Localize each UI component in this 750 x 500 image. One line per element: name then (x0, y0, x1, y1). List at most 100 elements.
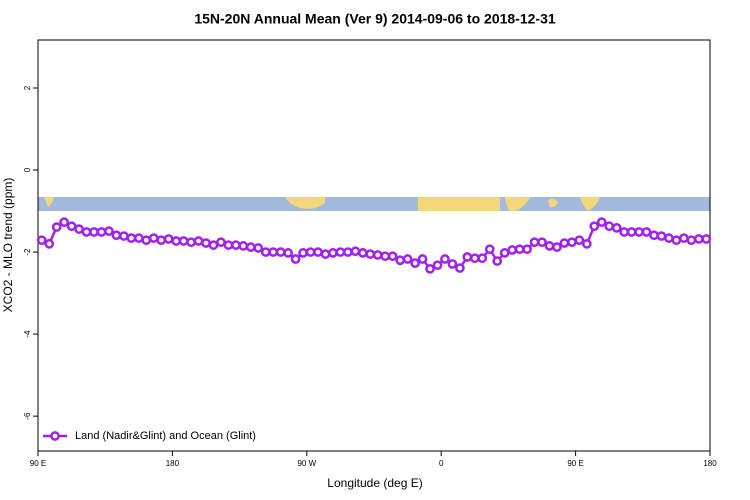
point (119, 231, 129, 241)
point (193, 236, 204, 246)
point (514, 244, 525, 255)
point (36, 235, 47, 246)
point (51, 222, 62, 232)
point (335, 247, 346, 257)
point (469, 253, 480, 264)
point (253, 243, 264, 253)
point (111, 230, 122, 241)
point (641, 227, 652, 237)
point (283, 248, 293, 258)
point (634, 227, 644, 237)
point (44, 239, 55, 249)
point (186, 237, 196, 248)
point (298, 248, 308, 258)
y-tick-label: 0 (23, 167, 32, 172)
point (380, 251, 391, 262)
point (425, 264, 435, 274)
point (350, 246, 361, 257)
point (440, 254, 450, 264)
point (462, 252, 473, 262)
point (305, 247, 316, 257)
point (507, 245, 517, 255)
point (492, 256, 503, 266)
point (89, 227, 99, 237)
x-tick-label: 90 E (567, 459, 583, 468)
legend-label: Land (Nadir&Glint) and Ocean (Glint) (75, 430, 256, 442)
point (66, 221, 77, 232)
point (178, 236, 189, 246)
point (544, 241, 555, 251)
plot-frame (37, 39, 711, 452)
point (432, 260, 443, 271)
point (693, 234, 704, 244)
y-tick-label: 2 (23, 85, 32, 90)
x-tick-label: 0 (439, 459, 444, 468)
point (148, 233, 159, 243)
point (126, 233, 137, 243)
point (208, 240, 219, 250)
point (567, 237, 577, 248)
point (581, 239, 592, 249)
y-tick-label: -4 (23, 330, 32, 338)
point (156, 235, 167, 246)
point (484, 244, 495, 255)
y-tick-label: -6 (23, 412, 32, 420)
point (245, 242, 256, 252)
point (231, 240, 241, 250)
legend-marker (50, 431, 60, 441)
point (313, 247, 323, 257)
x-tick-label: 180 (166, 459, 180, 468)
x-tick-label: 90 E (30, 459, 46, 468)
point (81, 227, 92, 237)
point (537, 237, 547, 248)
point (74, 224, 84, 234)
point (626, 227, 637, 237)
point (275, 247, 286, 257)
point (656, 231, 667, 241)
point (163, 234, 174, 244)
point (552, 242, 562, 252)
point (59, 217, 69, 227)
chart-title: 15N-20N Annual Mean (Ver 9) 2014-09-06 t… (194, 11, 556, 27)
point (133, 233, 144, 243)
point (328, 248, 338, 258)
point (522, 244, 532, 255)
point (701, 234, 712, 244)
point (320, 249, 331, 259)
x-axis-label: Longitude (deg E) (327, 476, 422, 490)
point (290, 254, 301, 264)
point (104, 226, 114, 236)
point (499, 248, 510, 258)
point (395, 255, 405, 266)
point (686, 235, 697, 246)
point (417, 254, 428, 264)
point (410, 258, 420, 268)
point (343, 247, 353, 257)
point (372, 250, 383, 260)
point (260, 247, 271, 257)
point (141, 235, 152, 246)
point (201, 238, 211, 248)
point (447, 259, 458, 269)
point (649, 230, 659, 241)
point (387, 251, 398, 262)
point (664, 233, 674, 243)
point (596, 217, 607, 227)
point (611, 223, 622, 233)
point (589, 221, 600, 232)
y-axis-label: XCO2 - MLO trend (ppm) (1, 178, 15, 313)
point (171, 236, 181, 246)
point (216, 237, 226, 248)
point (529, 237, 540, 248)
y-tick-label: -2 (23, 248, 32, 256)
point (96, 227, 107, 237)
x-tick-label: 180 (703, 459, 717, 468)
point (671, 235, 682, 246)
point (238, 241, 249, 251)
point (477, 253, 488, 264)
point (223, 240, 234, 250)
point (357, 248, 368, 258)
point (402, 254, 413, 264)
map-strip (38, 197, 710, 211)
